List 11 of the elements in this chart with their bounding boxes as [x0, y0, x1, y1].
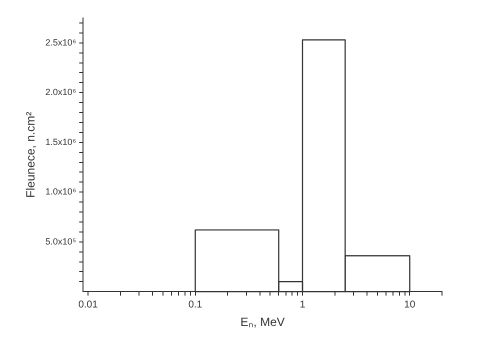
y-tick-label: 2.5x10⁶ [45, 37, 76, 48]
y-tick-label: 1.0x10⁶ [45, 186, 76, 197]
x-axis-title: Eₙ, MeV [240, 315, 285, 330]
y-tick-label: 5.0x10⁵ [45, 236, 76, 246]
x-tick-label: 0.1 [188, 299, 203, 310]
x-tick-label: 0.01 [78, 299, 98, 310]
x-tick-label: 10 [404, 299, 416, 310]
y-tick-label: 1.5x10⁶ [45, 136, 76, 147]
y-tick-label: 2.0x10⁶ [45, 87, 76, 98]
y-axis-title: Fleunece, n.cm² [24, 112, 38, 198]
x-tick-label: 1 [300, 299, 306, 310]
